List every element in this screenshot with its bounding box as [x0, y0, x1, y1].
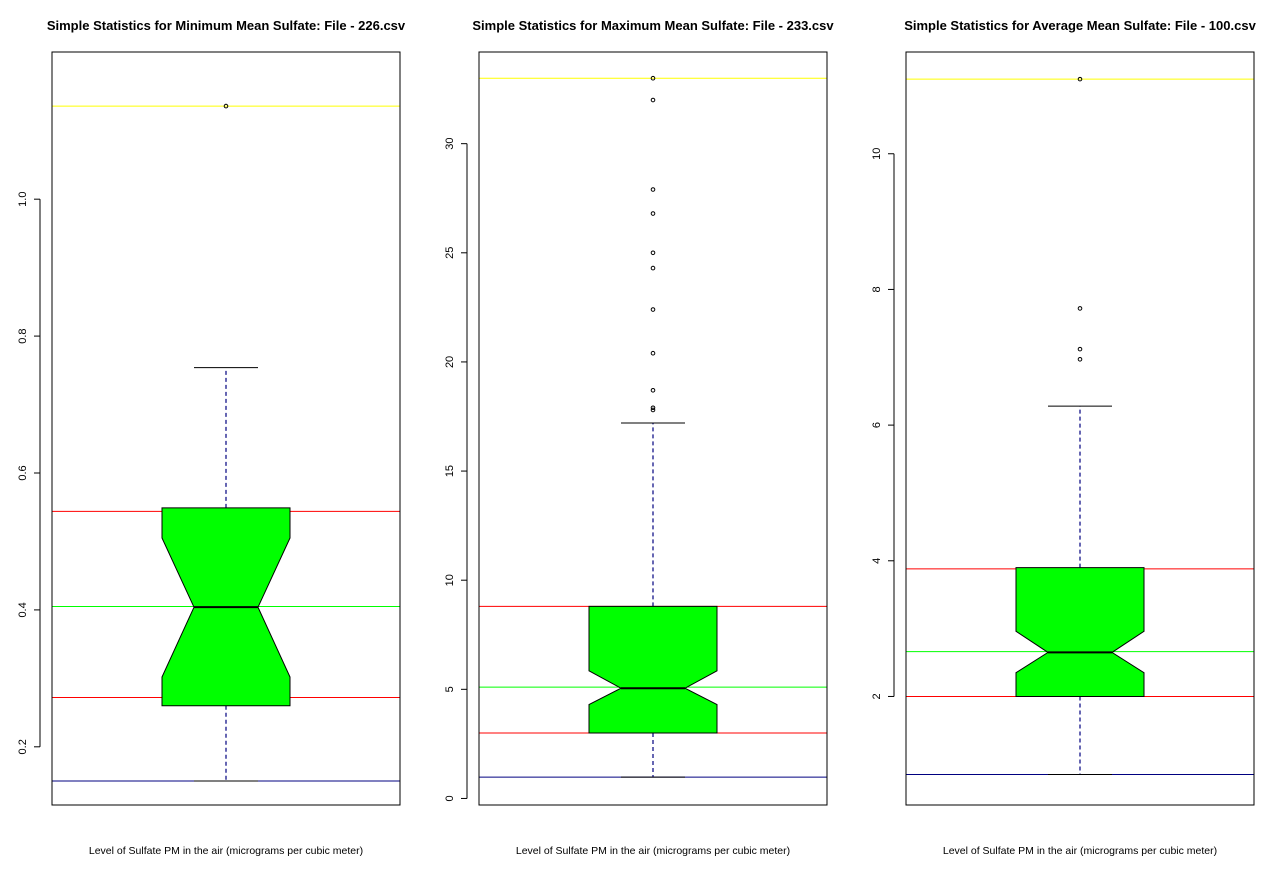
- outlier-point: [650, 250, 656, 256]
- outlier-point: [1077, 346, 1083, 352]
- outlier-point: [650, 187, 656, 192]
- y-tick-label: 0.6: [17, 465, 29, 480]
- y-tick-label: 20: [444, 356, 456, 368]
- y-tick-label: 1.0: [17, 192, 29, 207]
- x-axis-label: Level of Sulfate PM in the air (microgra…: [89, 845, 363, 857]
- x-axis-label: Level of Sulfate PM in the air (microgra…: [516, 845, 790, 857]
- y-tick-label: 15: [444, 465, 456, 477]
- outlier-point: [650, 388, 656, 393]
- y-tick-label: 0.4: [17, 602, 29, 617]
- outlier-point: [650, 265, 656, 271]
- outlier-point: [650, 211, 656, 216]
- plot-frame: [905, 51, 1255, 806]
- chart-panel-2: Simple Statistics for Maximum Mean Sulfa…: [444, 18, 834, 857]
- outlier-point: [1077, 76, 1083, 82]
- outlier-point: [1077, 306, 1083, 311]
- chart-title: Simple Statistics for Minimum Mean Sulfa…: [47, 18, 406, 33]
- outlier-point: [223, 103, 229, 109]
- y-tick-label: 5: [444, 686, 456, 692]
- outlier-point: [650, 97, 656, 103]
- y-tick-label: 0.2: [17, 739, 29, 754]
- y-tick-label: 4: [871, 558, 883, 564]
- chart-title: Simple Statistics for Maximum Mean Sulfa…: [472, 18, 834, 33]
- x-axis-label: Level of Sulfate PM in the air (microgra…: [943, 845, 1217, 857]
- outlier-point: [650, 407, 656, 413]
- plot-frame: [478, 51, 828, 806]
- y-tick-label: 2: [871, 693, 883, 699]
- outlier-point: [650, 350, 656, 356]
- y-tick-label: 30: [444, 138, 456, 150]
- y-tick-label: 10: [444, 574, 456, 586]
- y-tick-label: 6: [871, 422, 883, 428]
- chart-panel-1: Simple Statistics for Minimum Mean Sulfa…: [17, 18, 406, 857]
- y-tick-label: 25: [444, 247, 456, 259]
- chart-panel-3: Simple Statistics for Average Mean Sulfa…: [871, 18, 1257, 857]
- notched-box: [588, 605, 718, 734]
- chart-title: Simple Statistics for Average Mean Sulfa…: [904, 18, 1256, 33]
- outlier-point: [650, 307, 656, 312]
- y-tick-label: 0: [444, 795, 456, 801]
- y-tick-label: 10: [871, 148, 883, 160]
- plot-frame: [51, 51, 401, 806]
- outlier-point: [650, 405, 656, 411]
- y-tick-label: 8: [871, 286, 883, 292]
- outlier-point: [1077, 357, 1083, 362]
- outlier-point: [650, 75, 656, 81]
- notched-box: [1015, 567, 1145, 697]
- y-tick-label: 0.8: [17, 328, 29, 343]
